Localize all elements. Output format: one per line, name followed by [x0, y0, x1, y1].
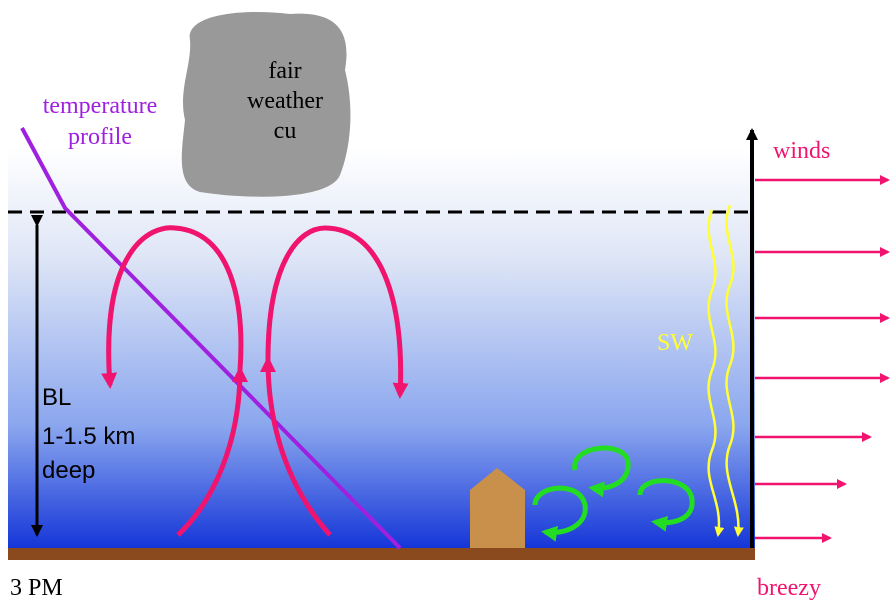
wind-condition: breezy: [757, 575, 821, 601]
cloud-label: cu: [274, 118, 297, 144]
profile-label: profile: [68, 124, 132, 150]
time-label: 3 PM: [10, 575, 63, 601]
sw-label: SW: [657, 330, 693, 356]
cloud-label: fair: [268, 58, 301, 84]
profile-label: temperature: [43, 93, 158, 119]
winds-label: winds: [773, 138, 830, 164]
bl-label: deep: [42, 457, 95, 484]
bl-label: 1-1.5 km: [42, 423, 135, 450]
bl-label: BL: [42, 384, 71, 411]
ground: [8, 548, 755, 560]
diagram: fair weather cu temperature profile BL 1…: [0, 0, 892, 608]
cloud-label: weather: [247, 88, 323, 114]
